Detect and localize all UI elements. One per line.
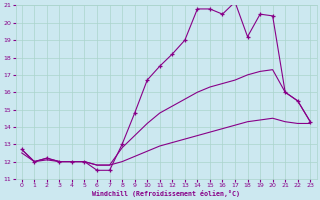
X-axis label: Windchill (Refroidissement éolien,°C): Windchill (Refroidissement éolien,°C) <box>92 190 240 197</box>
